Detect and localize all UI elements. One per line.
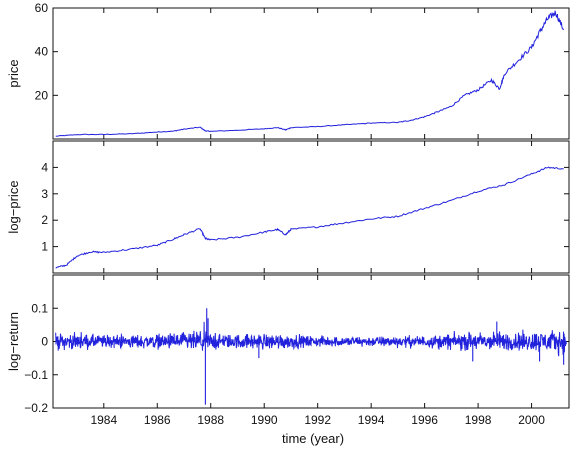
x-tick-label: 1994 <box>358 413 385 427</box>
plot-frame <box>52 7 570 140</box>
y-tick-label: −0.2 <box>24 401 48 415</box>
plot-frame <box>52 140 570 274</box>
y-axis-label: log−price <box>6 180 21 233</box>
log-return-panel: −0.2 −0.1 0 0.1 1984 1986 1988 1990 1992 1994 1996… <box>6 274 570 427</box>
y-tick-label: 1 <box>41 240 48 254</box>
y-axis-label: log−return <box>6 312 21 371</box>
x-tick-label: 1996 <box>411 413 438 427</box>
x-tick-label: 1998 <box>465 413 492 427</box>
y-axis-label: price <box>6 59 21 87</box>
x-tick-label: 1988 <box>197 413 224 427</box>
series-line <box>55 321 567 357</box>
price-panel: 20 40 60 price <box>6 1 570 140</box>
x-tick-label: 1986 <box>144 413 171 427</box>
series-line <box>55 166 564 269</box>
x-tick-label: 1990 <box>251 413 278 427</box>
y-tick-label: 20 <box>35 88 49 102</box>
x-tick-label: 2000 <box>518 413 545 427</box>
y-tick-label: 40 <box>35 45 49 59</box>
y-tick-label: 3 <box>41 187 48 201</box>
x-axis-label: time (year) <box>282 431 344 446</box>
y-tick-label: −0.1 <box>24 368 48 382</box>
x-tick-label: 1984 <box>90 413 117 427</box>
x-tick-label: 1992 <box>304 413 331 427</box>
series-line <box>55 10 565 137</box>
y-tick-label: 4 <box>41 160 48 174</box>
y-tick-label: 60 <box>35 1 49 15</box>
y-tick-label: 2 <box>41 213 48 227</box>
log-price-panel: 1 2 3 4 log−price <box>6 140 570 274</box>
y-tick-label: 0.1 <box>31 301 48 315</box>
y-tick-label: 0 <box>41 335 48 349</box>
